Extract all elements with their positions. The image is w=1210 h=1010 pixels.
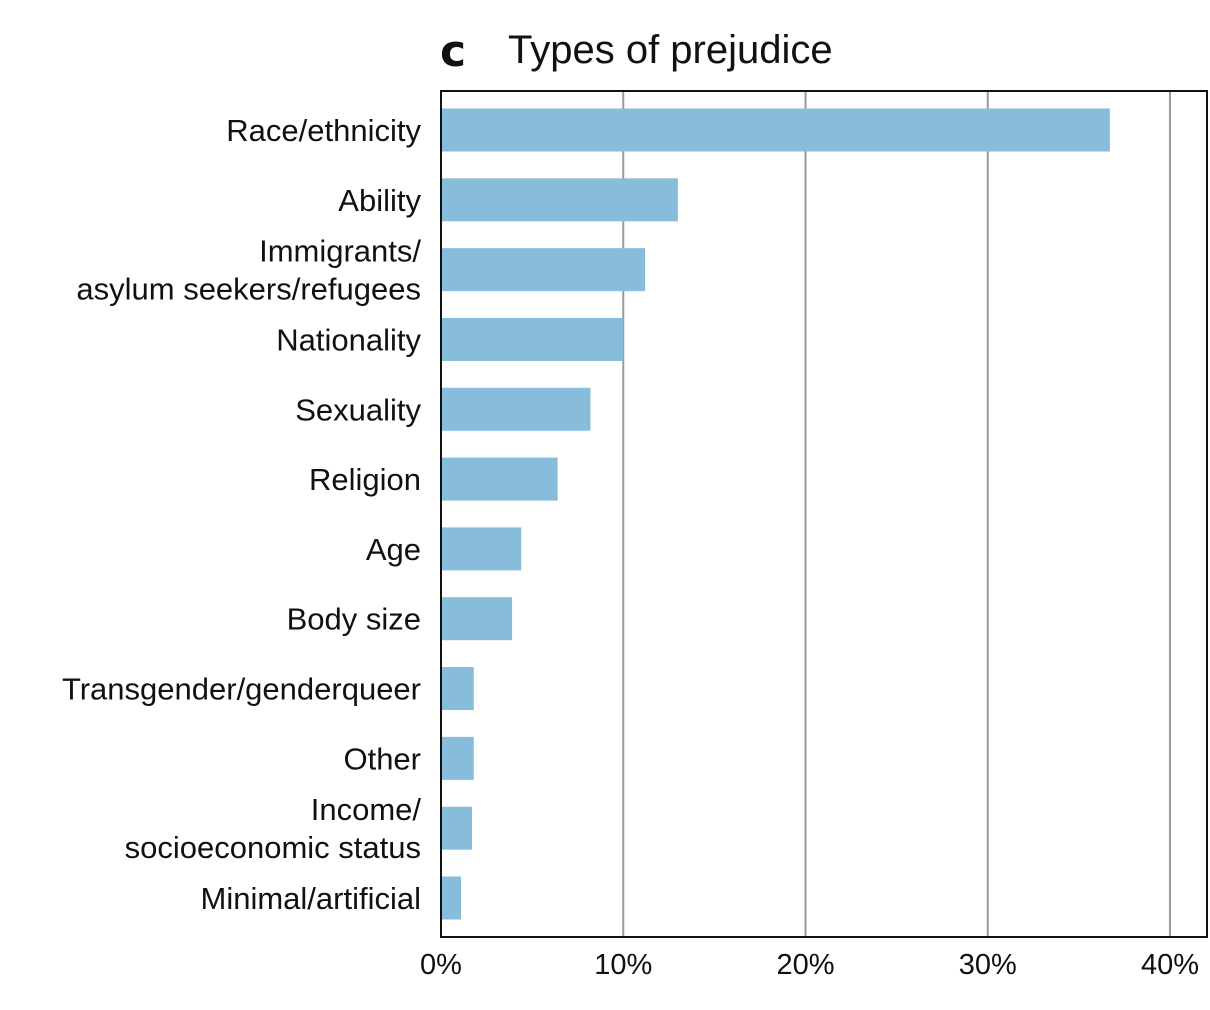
category-label: Transgender/genderqueer [62,672,421,707]
category-label: Race/ethnicity [226,113,421,148]
bar [442,248,646,292]
category-label: Other [343,741,421,776]
bar [442,387,591,431]
category-label: Income/socioeconomic status [125,792,422,865]
x-tick-label: 0% [420,949,462,981]
grid-lines [622,91,1171,937]
bar [442,876,462,920]
bar [442,527,522,571]
category-labels: Race/ethnicity Ability Immigrants/asylum s… [62,113,422,916]
panel-label: c [440,26,466,77]
plot-frame [440,90,1208,938]
bar [442,317,624,361]
bar [442,457,558,501]
x-tick-labels: 0% 10% 20% 30% 40% [420,949,1199,981]
category-label: Immigrants/asylum seekers/refugees [76,234,421,307]
x-tick-label: 40% [1141,949,1199,981]
category-label: Ability [338,183,421,218]
x-tick-label: 20% [776,949,834,981]
bar [442,597,513,641]
bars [442,108,1110,920]
x-tick-label: 30% [959,949,1017,981]
chart-title: Types of prejudice [508,28,833,72]
category-label: Body size [287,602,421,637]
bar [442,108,1110,152]
bar [442,736,474,780]
bar [442,667,474,711]
category-label: Age [366,532,421,567]
category-label: Nationality [276,322,421,357]
x-tick-label: 10% [594,949,652,981]
bar [442,178,678,222]
category-label: Minimal/artificial [201,881,421,916]
bar [442,806,472,850]
category-label: Religion [309,462,421,497]
category-label: Sexuality [295,392,421,427]
